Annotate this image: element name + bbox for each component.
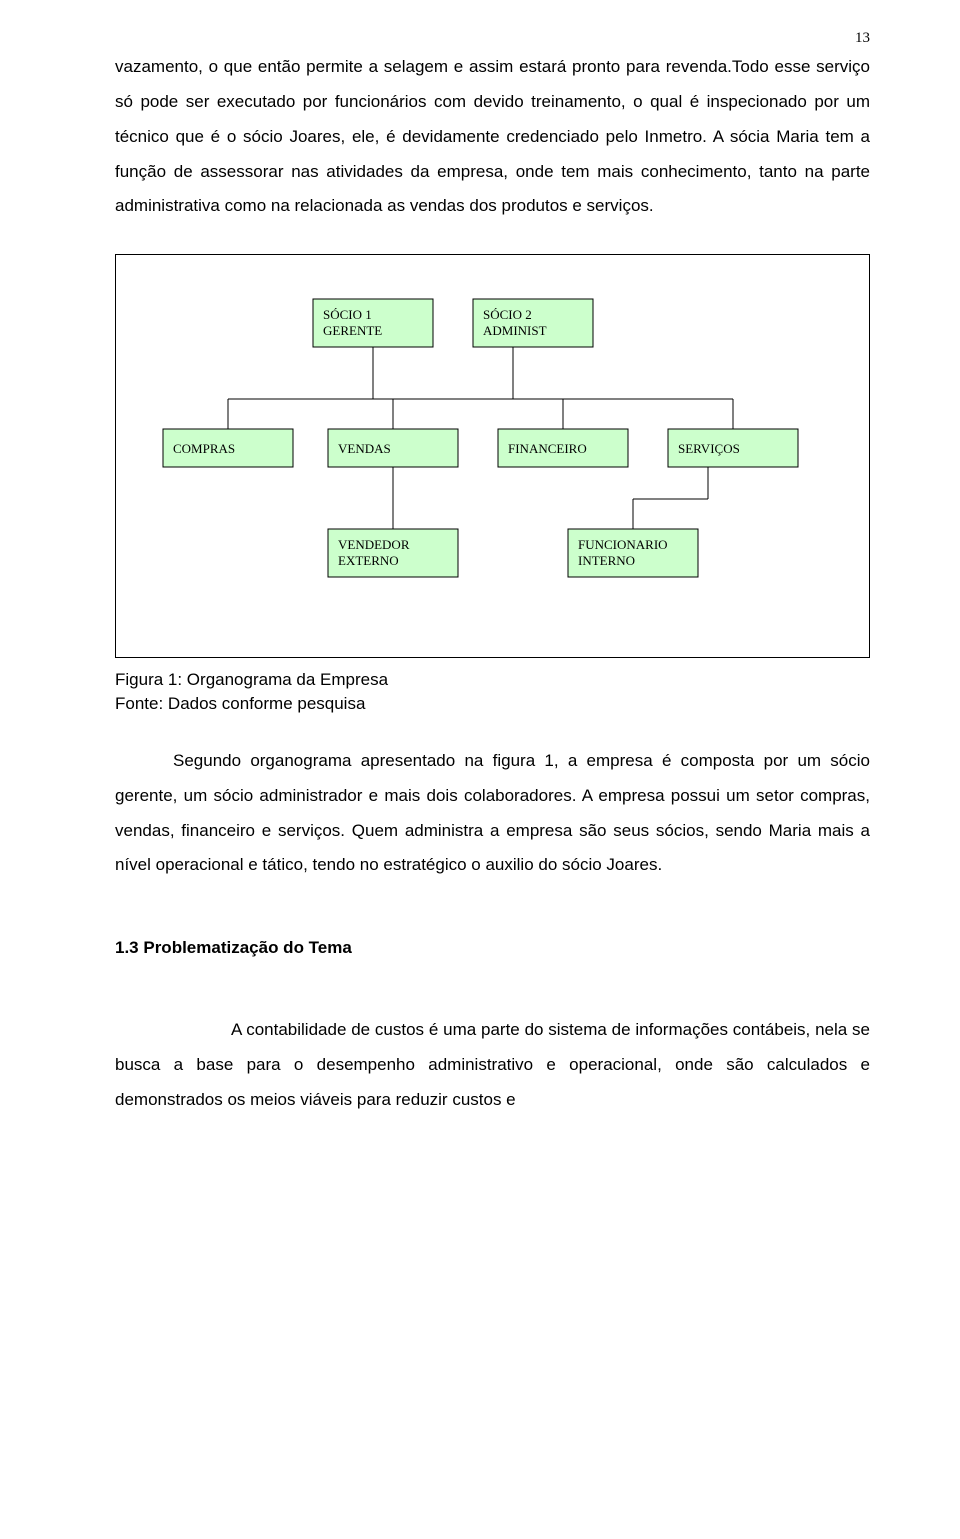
svg-text:FUNCIONARIO: FUNCIONARIO xyxy=(578,537,668,552)
svg-text:SÓCIO 1: SÓCIO 1 xyxy=(323,307,372,322)
connectors xyxy=(228,347,733,529)
node-compras: COMPRAS xyxy=(163,429,293,467)
svg-text:VENDEDOR: VENDEDOR xyxy=(338,537,410,552)
funcionario-line1: FUNCIONARIO xyxy=(578,537,668,552)
vendedor-line2: EXTERNO xyxy=(338,553,399,568)
compras-label: COMPRAS xyxy=(173,441,235,456)
paragraph-1: vazamento, o que então permite a selagem… xyxy=(115,50,870,224)
svg-text:FINANCEIRO: FINANCEIRO xyxy=(508,441,587,456)
figure-caption: Figura 1: Organograma da Empresa Fonte: … xyxy=(115,668,870,716)
caption-line2: Fonte: Dados conforme pesquisa xyxy=(115,694,365,713)
paragraph-2-text: Segundo organograma apresentado na figur… xyxy=(115,751,870,875)
node-socio2: SÓCIO 2 ADMINIST xyxy=(473,299,593,347)
svg-text:GERENTE: GERENTE xyxy=(323,323,382,338)
financeiro-label: FINANCEIRO xyxy=(508,441,587,456)
org-chart-frame: SÓCIO 1 GERENTE SÓCIO 2 ADMINIST C xyxy=(115,254,870,658)
svg-text:SÓCIO 2: SÓCIO 2 xyxy=(483,307,532,322)
node-funcionario: FUNCIONARIO INTERNO xyxy=(568,529,698,577)
node-socio1: SÓCIO 1 GERENTE xyxy=(313,299,433,347)
node-vendedor: VENDEDOR EXTERNO xyxy=(328,529,458,577)
section-heading: 1.3 Problematização do Tema xyxy=(115,938,870,958)
caption-line1: Figura 1: Organograma da Empresa xyxy=(115,670,388,689)
page-number: 13 xyxy=(855,30,870,47)
servicos-label: SERVIÇOS xyxy=(678,441,740,456)
vendedor-line1: VENDEDOR xyxy=(338,537,410,552)
socio2-line2: ADMINIST xyxy=(483,323,547,338)
svg-text:EXTERNO: EXTERNO xyxy=(338,553,399,568)
socio1-line1: SÓCIO 1 xyxy=(323,307,372,322)
node-servicos: SERVIÇOS xyxy=(668,429,798,467)
funcionario-line2: INTERNO xyxy=(578,553,635,568)
paragraph-2: Segundo organograma apresentado na figur… xyxy=(115,744,870,883)
svg-text:INTERNO: INTERNO xyxy=(578,553,635,568)
svg-text:VENDAS: VENDAS xyxy=(338,441,391,456)
page: 13 vazamento, o que então permite a sela… xyxy=(0,0,960,1204)
socio1-line2: GERENTE xyxy=(323,323,382,338)
socio2-line1: SÓCIO 2 xyxy=(483,307,532,322)
paragraph-3-text: A contabilidade de custos é uma parte do… xyxy=(115,1020,870,1109)
node-financeiro: FINANCEIRO xyxy=(498,429,628,467)
paragraph-3: A contabilidade de custos é uma parte do… xyxy=(115,1013,870,1118)
paragraph-1-text: vazamento, o que então permite a selagem… xyxy=(115,57,870,215)
vendas-label: VENDAS xyxy=(338,441,391,456)
svg-text:ADMINIST: ADMINIST xyxy=(483,323,547,338)
svg-text:SERVIÇOS: SERVIÇOS xyxy=(678,441,740,456)
node-vendas: VENDAS xyxy=(328,429,458,467)
svg-text:COMPRAS: COMPRAS xyxy=(173,441,235,456)
org-chart: SÓCIO 1 GERENTE SÓCIO 2 ADMINIST C xyxy=(143,289,843,619)
